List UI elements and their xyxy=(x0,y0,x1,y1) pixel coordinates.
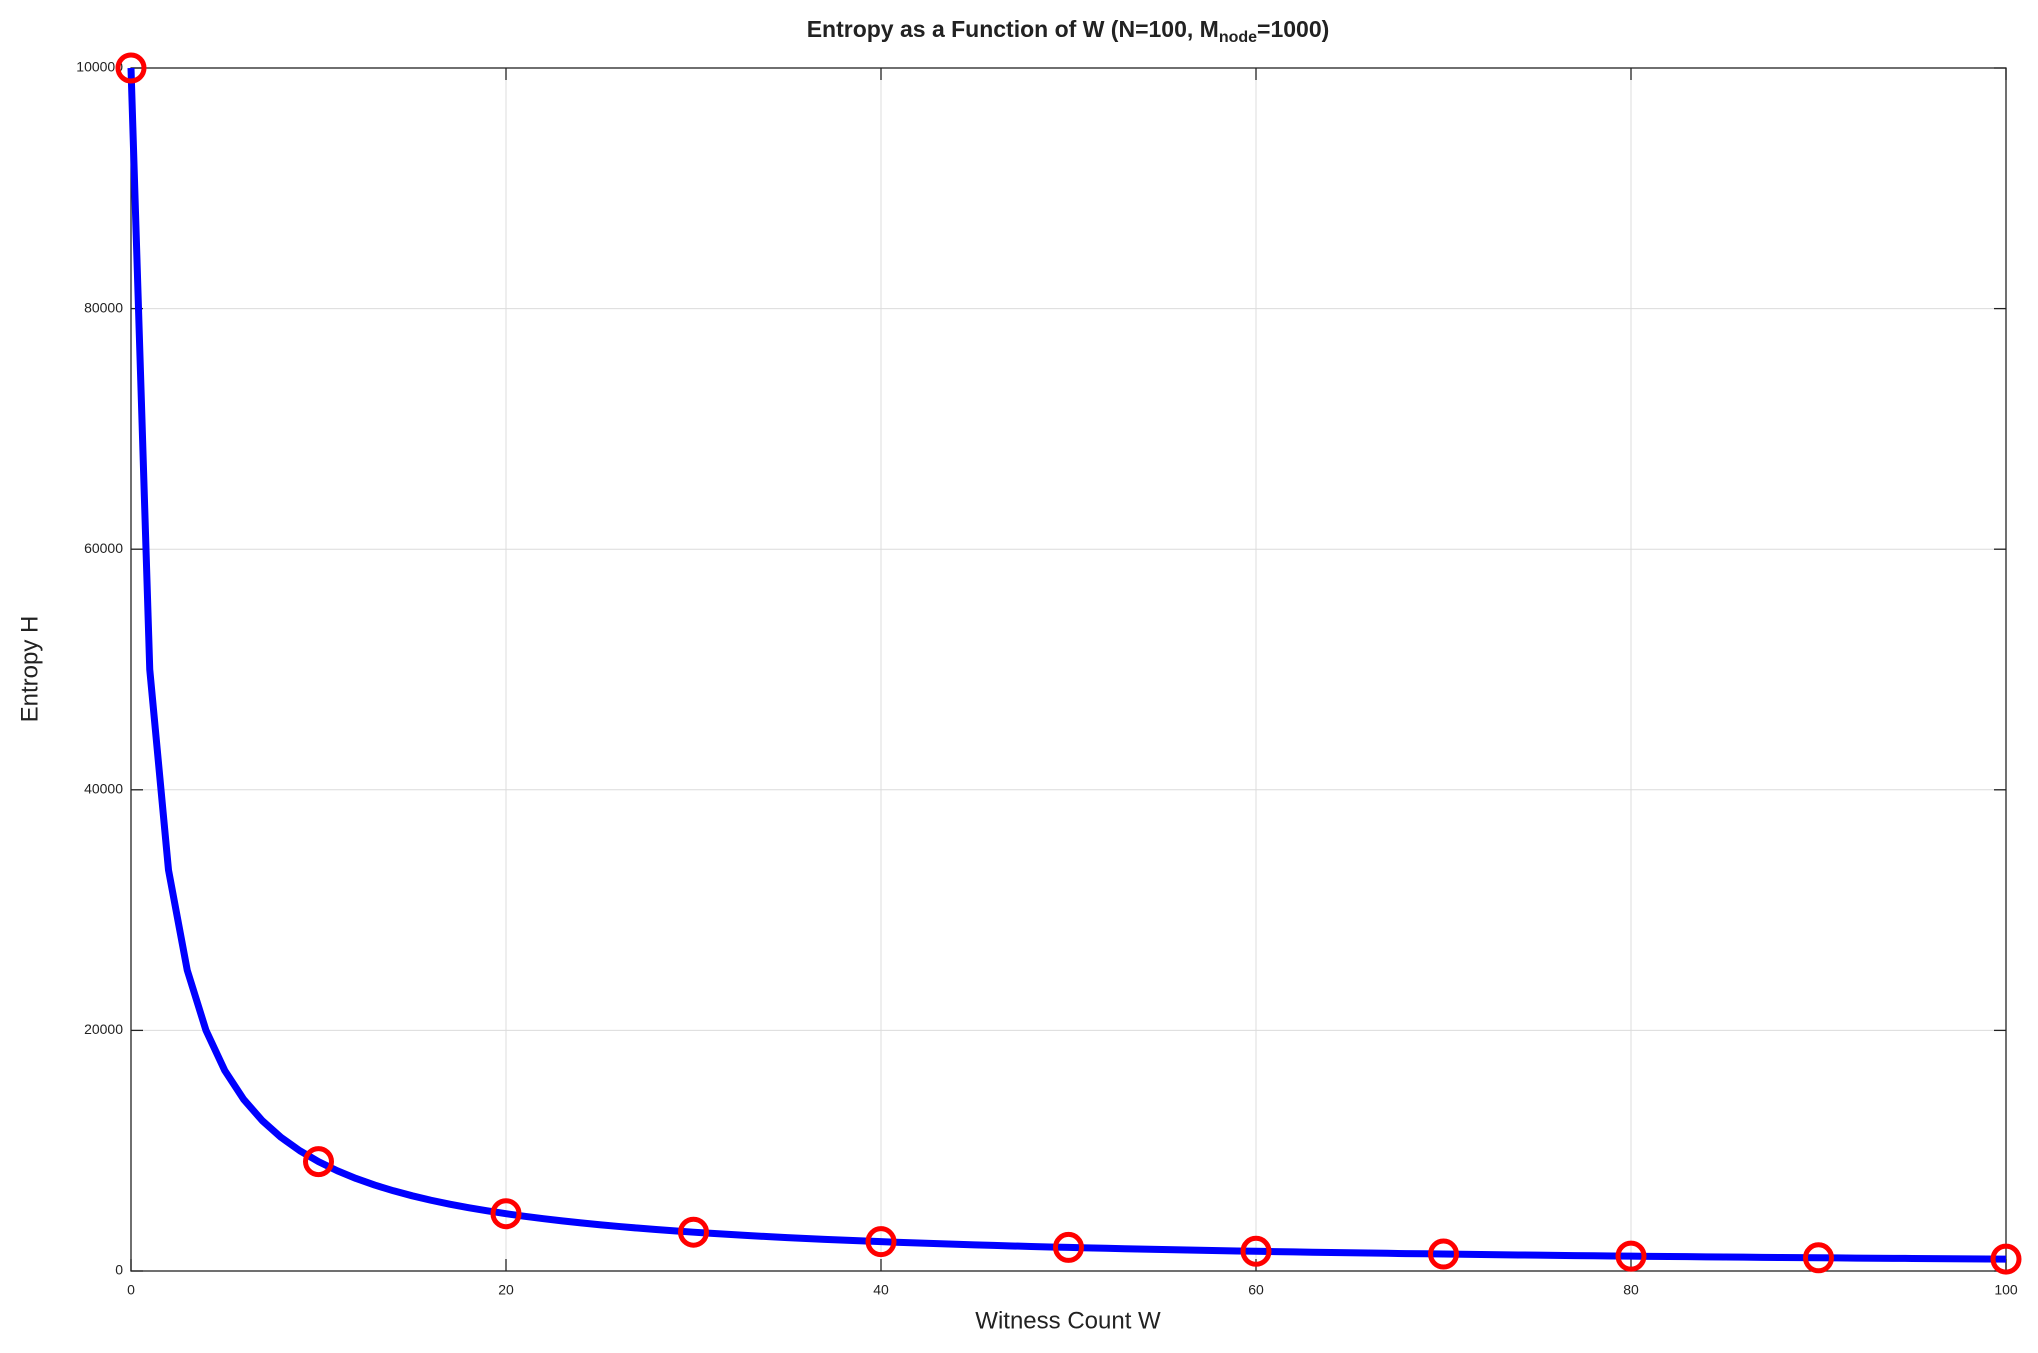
marker xyxy=(303,1146,334,1178)
x-tick-label: 40 xyxy=(873,1282,889,1298)
y-tick-label: 100000 xyxy=(76,59,123,75)
title-part: =1000) xyxy=(1257,16,1329,42)
marker xyxy=(490,1198,522,1230)
marker xyxy=(865,1226,897,1258)
line xyxy=(127,67,2007,1263)
y-tick-label: 40000 xyxy=(84,781,123,797)
y-tick-label: 60000 xyxy=(84,540,123,556)
y-tick-label: 80000 xyxy=(84,299,123,315)
title-part: Entropy as a Function of W (N=100, M xyxy=(807,16,1219,42)
marker xyxy=(1803,1242,1834,1274)
marker xyxy=(115,52,147,84)
title-subscript: node xyxy=(1219,29,1257,46)
x-tick-label: 0 xyxy=(127,1282,135,1298)
marker xyxy=(678,1216,709,1248)
x-tick-label: 20 xyxy=(498,1282,514,1298)
chart-title: Entropy as a Function of W (N=100, Mnode… xyxy=(807,16,1330,46)
x-axis-label: Witness Count W xyxy=(975,1307,1161,1334)
marker xyxy=(1990,1243,2022,1275)
marker xyxy=(1053,1231,1084,1263)
y-axis-label: Entropy H xyxy=(16,616,43,723)
x-tick-label: 80 xyxy=(1623,1282,1639,1298)
x-tick-label: 60 xyxy=(1248,1282,1264,1298)
plot-frame xyxy=(130,67,2007,1272)
x-tick-label: 100 xyxy=(1994,1282,2018,1298)
marker xyxy=(1428,1238,1459,1270)
marker xyxy=(1615,1240,1647,1272)
marker xyxy=(1240,1235,1272,1267)
y-tick-label: 0 xyxy=(115,1262,123,1278)
y-tick-label: 20000 xyxy=(84,1021,123,1037)
